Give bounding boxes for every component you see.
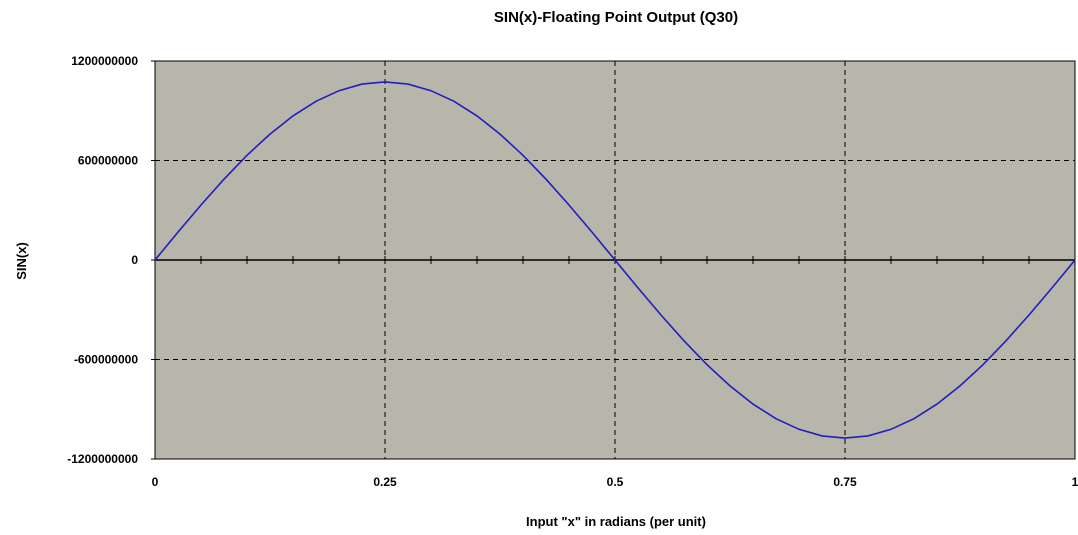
y-tick-label: -1200000000 — [67, 452, 138, 466]
series-group — [154, 81, 1076, 439]
x-tick-label: 1 — [1072, 475, 1078, 489]
y-tick-label: 600000000 — [78, 154, 138, 168]
y-tick-label: 0 — [131, 253, 138, 267]
y-axis-label: SIN(x) — [14, 242, 29, 280]
y-tick-label: 1200000000 — [71, 54, 138, 68]
series-line — [154, 81, 1076, 439]
x-tick-label: 0.75 — [833, 475, 857, 489]
x-tick-label: 0.25 — [373, 475, 397, 489]
tick-labels: 0 0.25 0.5 0.75 1 -1200000000 -600000000 0 60000… — [67, 54, 1078, 489]
chart-title: SIN(x)-Floating Point Output (Q30) — [494, 9, 738, 26]
x-axis-label: Input "x" in radians (per unit) — [526, 514, 706, 529]
tick-marks — [151, 60, 1076, 460]
y-tick-label: -600000000 — [74, 353, 138, 367]
x-tick-label: 0.5 — [607, 475, 624, 489]
x-tick-label: 0 — [152, 475, 159, 489]
